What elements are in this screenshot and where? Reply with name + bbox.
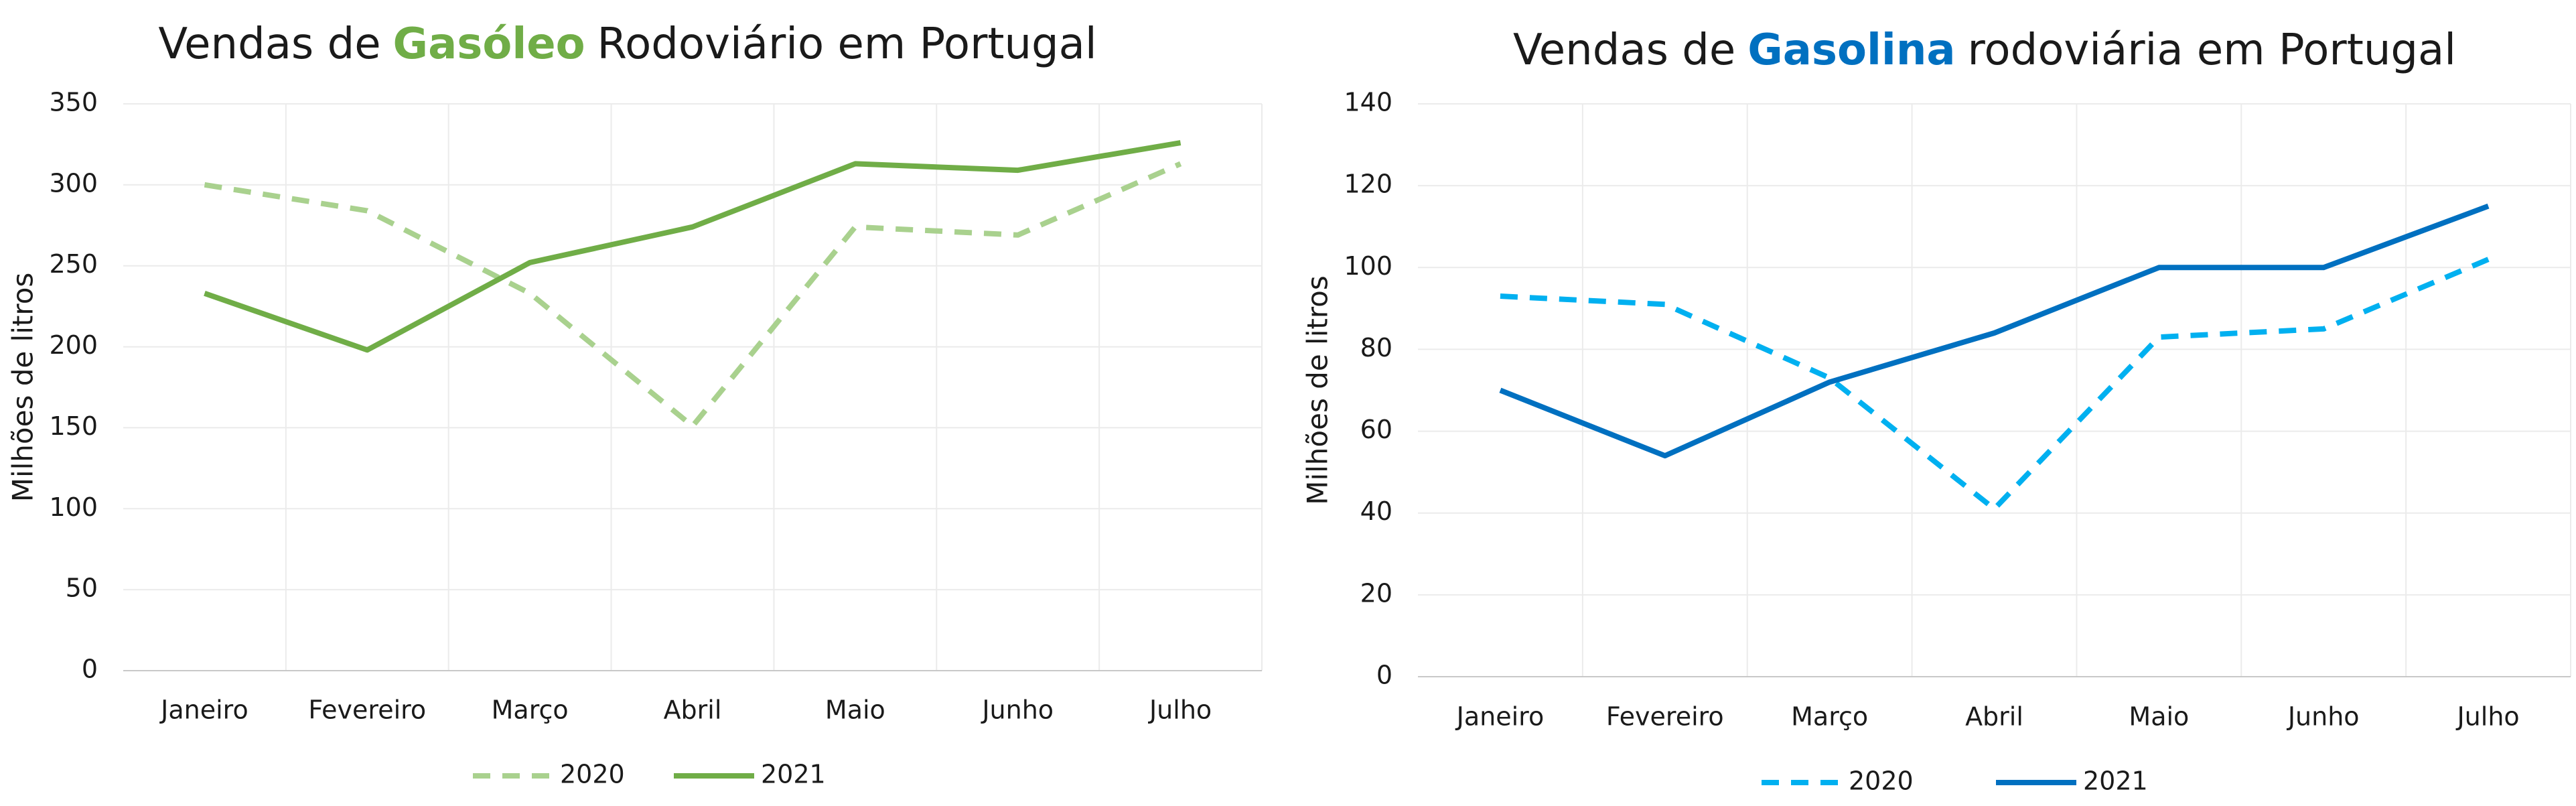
legend-label: 2020 — [560, 760, 625, 789]
chart-title: Vendas de Gasolina rodoviária em Portugal — [1513, 25, 2456, 75]
series-line — [204, 161, 1182, 429]
x-tick-label: Julho — [2455, 702, 2519, 732]
x-tick-label: Janeiro — [159, 695, 248, 725]
legend-label: 2021 — [2083, 766, 2148, 796]
title-text: rodoviária em Portugal — [1968, 25, 2457, 75]
y-tick-label: 200 — [49, 330, 98, 360]
x-tick-label: Janeiro — [1455, 702, 1545, 732]
y-tick-label: 140 — [1344, 88, 1392, 117]
x-tick-label: Abril — [1965, 702, 2023, 732]
y-tick-label: 100 — [49, 492, 98, 522]
y-axis-label: Milhões de litros — [1301, 275, 1334, 505]
title-highlight: Gasolina — [1747, 25, 1955, 75]
x-tick-label: Junho — [981, 695, 1054, 725]
x-tick-label: Abril — [664, 695, 722, 725]
y-tick-label: 350 — [49, 88, 98, 117]
y-tick-label: 20 — [1360, 578, 1392, 608]
y-tick-label: 50 — [66, 574, 98, 603]
title-text: Vendas de — [1513, 25, 1735, 75]
y-axis-label: Milhões de litros — [7, 273, 40, 502]
x-tick-label: Fevereiro — [308, 695, 426, 725]
chart-title: Vendas de Gasóleo Rodoviário em Portugal — [158, 19, 1096, 69]
x-tick-label: Junho — [2287, 702, 2360, 732]
x-tick-label: Maio — [2129, 702, 2189, 732]
y-tick-label: 60 — [1360, 415, 1392, 444]
y-tick-label: 120 — [1344, 170, 1392, 199]
series-line — [1499, 203, 2490, 459]
title-text: Rodoviário em Portugal — [597, 19, 1097, 69]
y-tick-label: 300 — [49, 168, 98, 198]
y-tick-label: 40 — [1360, 496, 1392, 526]
y-tick-label: 80 — [1360, 333, 1392, 362]
legend-label: 2020 — [1849, 766, 1914, 796]
x-tick-label: Março — [1791, 702, 1868, 732]
x-tick-label: Maio — [825, 695, 885, 725]
title-highlight: Gasóleo — [393, 19, 585, 69]
y-tick-label: 0 — [82, 655, 98, 684]
legend-label: 2021 — [761, 760, 826, 789]
y-tick-label: 100 — [1344, 251, 1392, 281]
x-tick-label: Março — [492, 695, 569, 725]
y-tick-label: 250 — [49, 249, 98, 279]
series-line — [204, 140, 1182, 353]
x-tick-label: Julho — [1148, 695, 1212, 725]
x-tick-label: Fevereiro — [1606, 702, 1724, 732]
series-line — [1500, 257, 2490, 512]
y-tick-label: 150 — [49, 411, 98, 441]
title-text: Vendas de — [158, 19, 380, 69]
y-tick-label: 0 — [1376, 661, 1392, 690]
